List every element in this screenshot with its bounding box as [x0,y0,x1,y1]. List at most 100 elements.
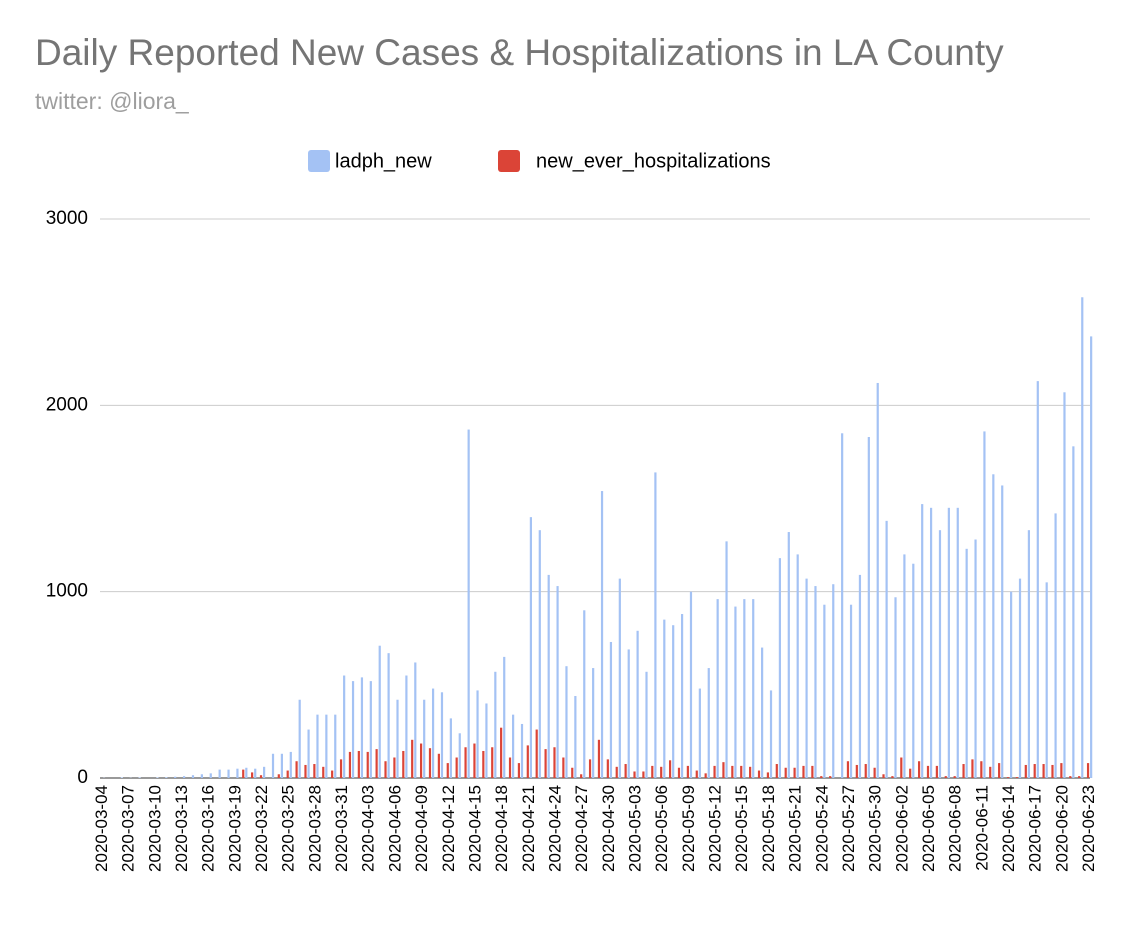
bar [672,625,675,778]
bar [455,757,458,778]
bar [1063,392,1066,778]
x-tick-label: 2020-05-27 [839,785,858,872]
x-tick-label: 2020-05-21 [786,785,805,872]
bar [120,777,123,778]
bar [624,764,627,778]
bar [254,768,257,778]
x-tick-label: 2020-03-22 [252,785,271,872]
bar [947,507,950,778]
bar [396,699,399,778]
bar [512,714,515,778]
bar [926,765,930,778]
bar [538,530,541,778]
bar [953,776,956,778]
bar [775,764,778,778]
bar [295,761,298,778]
bar [1078,776,1081,778]
bar [597,739,601,778]
bar [1006,777,1010,778]
bar [1090,336,1093,778]
bar [494,671,497,778]
bar [209,773,212,778]
x-tick-label: 2020-06-08 [946,785,965,872]
bar [535,729,538,778]
bar [855,764,858,778]
bar [259,775,263,778]
bar [458,733,461,778]
bar [446,763,449,778]
bar [627,649,630,778]
bar [974,539,977,778]
bar [251,772,254,778]
x-tick-label: 2020-04-15 [465,785,484,872]
bar [989,766,992,778]
bar [618,578,621,778]
bar [360,677,364,778]
bar [156,777,159,778]
bar [944,776,947,778]
bar [757,770,761,778]
bar [716,599,719,778]
bar [449,718,452,778]
bar [909,768,912,778]
bar [428,748,432,778]
bar [645,671,648,778]
x-tick-label: 2020-05-09 [679,785,698,872]
bar [636,630,639,778]
bar [482,750,485,778]
bar [1001,485,1004,778]
bar [174,776,177,778]
bar [829,776,832,778]
bar [1045,582,1048,778]
bar [565,666,568,778]
bar [165,777,168,778]
x-tick-label: 2020-05-24 [812,785,831,872]
x-tick-label: 2020-04-06 [385,785,404,872]
bar [962,764,965,778]
bar [369,681,372,778]
bar [823,604,826,778]
bar [334,714,337,778]
bar [571,767,574,778]
x-tick-label: 2020-03-13 [172,785,191,872]
x-tick-label: 2020-03-10 [145,785,164,872]
y-tick-label: 2000 [46,394,88,415]
bar [182,776,186,778]
bar [917,761,921,778]
bar [971,759,974,778]
bar [731,765,734,778]
bar [322,766,325,778]
x-tick-label: 2020-04-27 [572,785,591,872]
x-tick-label: 2020-03-28 [305,785,324,872]
bar [1010,591,1013,778]
bar [778,558,782,778]
bar [882,774,885,778]
bar [633,771,636,778]
bar [526,745,529,778]
bar [998,763,1001,778]
bar [864,764,867,778]
bar [841,433,844,778]
x-tick-label: 2020-06-05 [919,785,938,872]
bar [200,774,203,778]
x-tick-label: 2020-05-03 [626,785,645,872]
bar [313,764,316,778]
bar [1060,763,1063,778]
y-tick-label: 1000 [46,581,88,602]
bar [1024,764,1027,778]
x-tick-label: 2020-06-20 [1052,785,1071,872]
bar [423,699,426,778]
x-tick-label: 2020-04-18 [492,785,511,872]
bar [414,662,417,778]
bar [280,753,284,778]
bar [1027,530,1031,778]
bar [1086,763,1090,778]
bar [876,382,879,778]
legend-label: ladph_new [335,150,432,172]
bar [677,767,681,778]
x-tick-label: 2020-04-12 [439,785,458,872]
bar [588,759,592,778]
bar [903,554,906,778]
bar [606,759,609,778]
bar [805,578,808,778]
